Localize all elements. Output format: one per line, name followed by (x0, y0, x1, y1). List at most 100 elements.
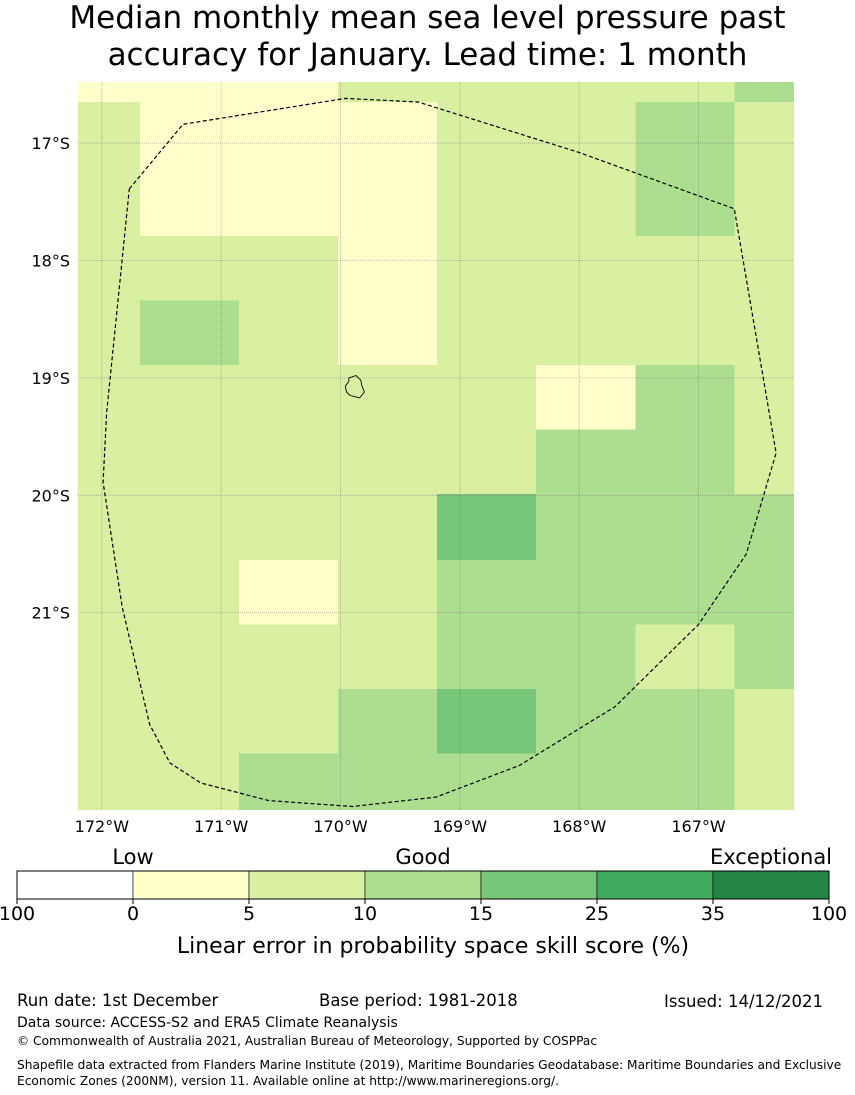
skill-score-map: 172°W 171°W 170°W 169°W 168°W 167°W 17°S 18°S 19… (0, 82, 847, 959)
latitude-tick-label: 17°S (31, 134, 70, 153)
legend-tick-label: 0 (127, 903, 139, 925)
grid-cell (536, 689, 636, 754)
legend-tick-label: 15 (469, 903, 493, 925)
grid-cell (140, 689, 240, 754)
legend-tick-label: 100 (0, 903, 35, 925)
grid-cell (734, 559, 794, 625)
legend-tick-label: 100 (811, 903, 847, 925)
legend-color-swatch (596, 870, 714, 900)
legend-tick-label: 35 (701, 903, 725, 925)
grid-cell (140, 624, 240, 690)
grid-cell (78, 559, 141, 625)
latitude-tick-label: 19°S (31, 369, 70, 388)
grid-cell (239, 171, 339, 236)
grid-cell (78, 101, 141, 172)
grid-cell (635, 171, 735, 236)
grid-cell (239, 689, 339, 754)
grid-cell (635, 235, 735, 301)
grid-cell (437, 559, 537, 625)
grid-cell (437, 82, 537, 102)
grid-cell (239, 82, 339, 102)
chart-title: Median monthly mean sea level pressure p… (0, 0, 855, 74)
grid-cell (437, 753, 537, 810)
grid-cell (78, 494, 141, 560)
grid-cell (338, 82, 438, 102)
copyright: © Commonwealth of Australia 2021, Austra… (17, 1034, 598, 1048)
grid-cell (635, 82, 735, 102)
longitude-tick-label: 172°W (75, 817, 130, 836)
legend-tick-label: 5 (243, 903, 255, 925)
grid-cell (635, 559, 735, 625)
grid-cell (239, 494, 339, 560)
grid-cell (536, 494, 636, 560)
grid-cell (536, 624, 636, 690)
legend-category-label: Exceptional (710, 845, 832, 869)
grid-cell (338, 429, 438, 495)
legend-category-label: Good (395, 845, 450, 869)
grid-cell (140, 429, 240, 495)
grid-cell (437, 300, 537, 365)
grid-cell (635, 689, 735, 754)
title-line-2: accuracy for January. Lead time: 1 month (107, 37, 748, 73)
grid-cell (338, 753, 438, 810)
grid-cell (338, 300, 438, 365)
island-outline (344, 374, 365, 399)
grid-cell (437, 101, 537, 172)
grid-cell (338, 689, 438, 754)
grid-cell (78, 82, 141, 102)
grid-cell (239, 624, 339, 690)
legend-color-swatch (480, 870, 598, 900)
grid-cell (239, 753, 339, 810)
grid-cell (437, 429, 537, 495)
grid-cell (437, 235, 537, 301)
grid-cell (140, 101, 240, 172)
grid-cell (338, 494, 438, 560)
grid-cell (734, 101, 794, 172)
legend-tick-label: 25 (585, 903, 609, 925)
title-line-1: Median monthly mean sea level pressure p… (69, 0, 786, 36)
grid-cell (536, 235, 636, 301)
grid-cell (78, 624, 141, 690)
grid-cell (239, 300, 339, 365)
grid-cell (140, 82, 240, 102)
longitude-tick-label: 169°W (433, 817, 488, 836)
longitude-tick-label: 170°W (313, 817, 368, 836)
grid-cell (338, 624, 438, 690)
grid-cell (635, 300, 735, 365)
grid-cell (140, 494, 240, 560)
grid-cell (78, 689, 141, 754)
grid-cell (437, 624, 537, 690)
grid-cell (78, 171, 141, 236)
grid-cell (78, 235, 141, 301)
grid-cell (239, 429, 339, 495)
grid-cell (140, 171, 240, 236)
grid-cell (338, 171, 438, 236)
shapefile-credit-line-1: Shapefile data extracted from Flanders M… (17, 1058, 842, 1072)
longitude-tick-label: 168°W (552, 817, 607, 836)
grid-cell (78, 753, 141, 810)
grid-cell (140, 364, 240, 430)
legend-color-swatch (364, 870, 482, 900)
grid-cell (437, 689, 537, 754)
legend-category-label: Low (112, 845, 153, 869)
grid-cell (239, 101, 339, 172)
grid-cell (536, 82, 636, 102)
longitude-tick-label: 171°W (194, 817, 249, 836)
grid-cell (78, 300, 141, 365)
longitude-tick-label: 167°W (671, 817, 726, 836)
grid-cell (338, 101, 438, 172)
grid-cell (338, 559, 438, 625)
grid-cell (536, 300, 636, 365)
grid-cell (635, 753, 735, 810)
grid-cell (536, 364, 636, 430)
grid-cell (635, 364, 735, 430)
grid-cell (239, 364, 339, 430)
data-source: Data source: ACCESS-S2 and ERA5 Climate … (17, 1015, 398, 1031)
grid-cell (734, 82, 794, 102)
grid-cell (239, 235, 339, 301)
grid-cell (734, 753, 794, 810)
issued-date: Issued: 14/12/2021 (664, 992, 824, 1011)
grid-cell (635, 494, 735, 560)
grid-cell (635, 624, 735, 690)
grid-cell (338, 364, 438, 430)
